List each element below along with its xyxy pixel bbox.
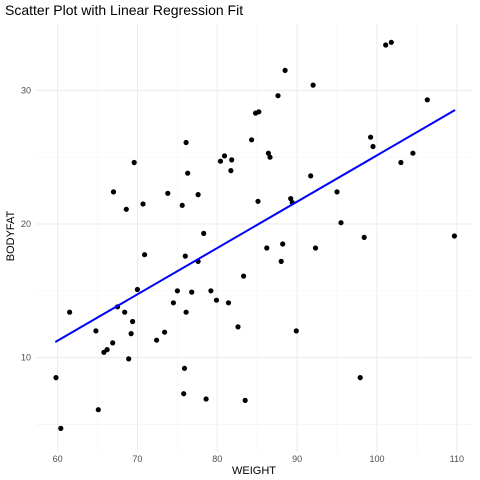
- data-point: [229, 157, 235, 163]
- data-point: [140, 201, 146, 207]
- data-point: [110, 340, 116, 346]
- grid-lines: [36, 24, 472, 452]
- data-point: [95, 407, 101, 413]
- data-point: [162, 329, 168, 335]
- data-point: [182, 253, 188, 259]
- axis-ticks: 60 70 80 90 100 110 10 20 30: [21, 85, 464, 464]
- x-tick-label: 70: [132, 454, 142, 464]
- data-point: [242, 397, 248, 403]
- data-point: [126, 356, 132, 362]
- data-point: [310, 82, 316, 88]
- data-point: [278, 258, 284, 264]
- data-point: [93, 328, 99, 334]
- data-point: [256, 109, 262, 115]
- data-point: [293, 328, 299, 334]
- data-point: [183, 139, 189, 146]
- y-tick-label: 20: [21, 219, 31, 229]
- data-point: [170, 300, 176, 306]
- data-point: [265, 150, 271, 156]
- data-point: [154, 337, 160, 343]
- data-point: [201, 230, 207, 236]
- x-axis-title: WEIGHT: [232, 465, 276, 477]
- data-point: [282, 67, 288, 73]
- x-tick-label: 90: [292, 454, 302, 464]
- data-point: [357, 375, 363, 381]
- data-point: [424, 97, 430, 103]
- data-point: [195, 192, 201, 198]
- data-point: [312, 245, 319, 251]
- x-tick-label: 80: [212, 454, 222, 464]
- data-point: [174, 288, 180, 294]
- data-point: [288, 196, 294, 202]
- chart-title: Scatter Plot with Linear Regression Fit: [5, 2, 243, 18]
- x-tick-label: 100: [369, 454, 384, 464]
- data-point: [451, 233, 457, 239]
- data-point: [225, 300, 232, 306]
- fit-line: [55, 109, 456, 343]
- data-point: [104, 347, 110, 353]
- data-point: [361, 234, 367, 240]
- data-point: [53, 375, 59, 381]
- data-point: [213, 297, 220, 303]
- data-point: [368, 134, 374, 140]
- data-point: [388, 39, 394, 45]
- data-point: [241, 273, 247, 279]
- y-axis-title: BODYFAT: [5, 210, 17, 261]
- data-point: [58, 425, 64, 431]
- data-point: [123, 206, 129, 212]
- data-point: [280, 241, 286, 247]
- x-tick-label: 60: [53, 454, 63, 464]
- data-point: [308, 173, 314, 179]
- data-point: [181, 365, 188, 371]
- data-point: [203, 396, 209, 402]
- data-point: [130, 318, 136, 325]
- data-point: [255, 198, 261, 204]
- data-point: [275, 93, 281, 99]
- data-point: [128, 331, 134, 337]
- data-point: [181, 391, 187, 397]
- data-point: [208, 288, 214, 294]
- x-tick-label: 110: [450, 454, 464, 464]
- data-point: [410, 150, 416, 156]
- y-tick-label: 10: [21, 353, 31, 363]
- data-point: [142, 252, 148, 258]
- data-point: [334, 189, 340, 195]
- data-point: [235, 324, 241, 330]
- data-point: [217, 158, 224, 164]
- data-point: [228, 168, 234, 174]
- data-point: [221, 153, 228, 159]
- y-tick-label: 30: [21, 85, 31, 95]
- data-point: [338, 220, 344, 226]
- data-point: [110, 189, 117, 195]
- data-point: [134, 286, 140, 293]
- data-point: [131, 159, 137, 166]
- regression-line: [55, 109, 456, 343]
- data-point: [179, 202, 185, 208]
- data-point: [398, 159, 404, 166]
- data-point: [183, 309, 189, 315]
- data-point: [165, 190, 171, 196]
- data-point: [67, 309, 73, 315]
- data-point: [383, 42, 389, 48]
- data-point: [370, 143, 376, 150]
- data-points: [53, 39, 457, 431]
- data-point: [264, 245, 270, 251]
- data-point: [122, 309, 128, 315]
- data-point: [249, 137, 255, 143]
- data-point: [267, 154, 273, 160]
- data-point: [189, 289, 195, 295]
- data-point: [185, 170, 191, 176]
